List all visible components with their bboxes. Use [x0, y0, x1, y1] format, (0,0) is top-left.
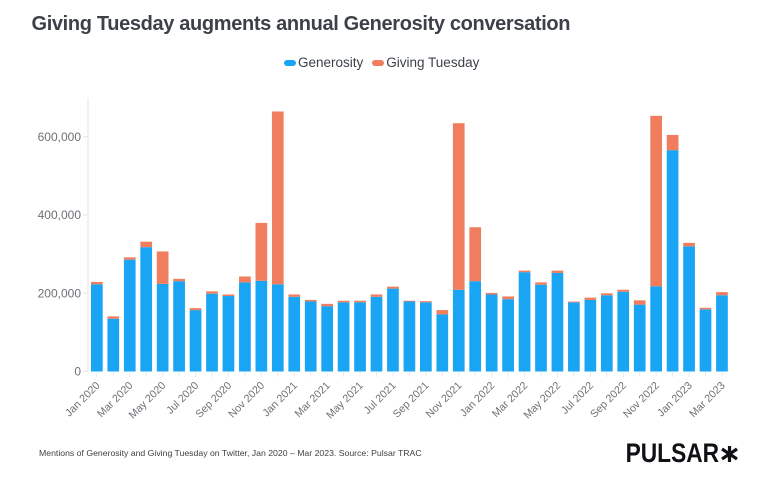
svg-text:Nov 2020: Nov 2020 — [226, 380, 267, 421]
svg-text:Nov 2022: Nov 2022 — [621, 380, 662, 421]
svg-text:200,000: 200,000 — [38, 286, 82, 300]
svg-text:600,000: 600,000 — [38, 130, 82, 144]
svg-text:0: 0 — [74, 365, 81, 379]
svg-text:400,000: 400,000 — [38, 208, 82, 222]
svg-text:Mar 2023: Mar 2023 — [687, 380, 727, 420]
svg-text:PULSAR: PULSAR — [626, 439, 720, 465]
svg-text:Nov 2021: Nov 2021 — [424, 380, 465, 421]
